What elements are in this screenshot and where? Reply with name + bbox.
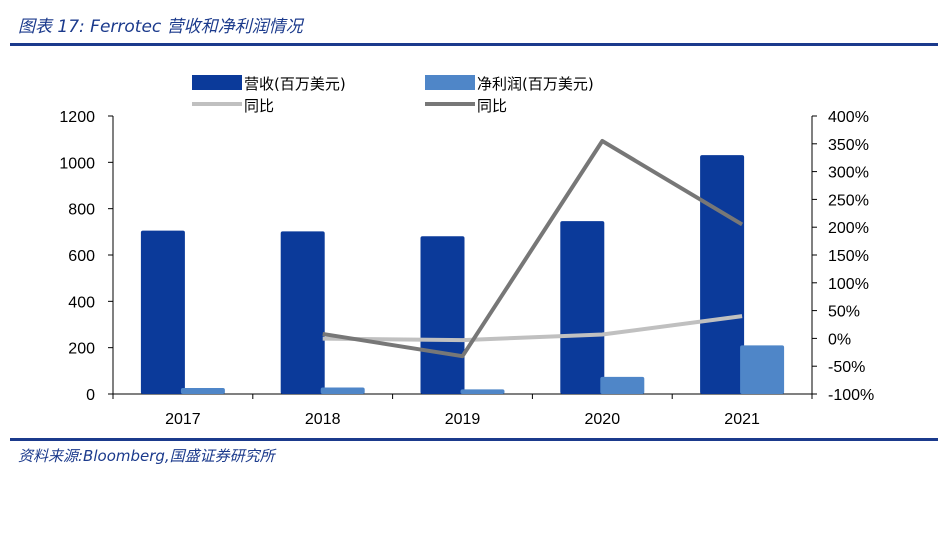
x-tick-label: 2018 [305, 411, 341, 428]
bar-net-profit [320, 387, 365, 394]
bar-net-profit [740, 345, 785, 394]
right-tick-label: 100% [828, 276, 869, 293]
left-tick-label: 200 [68, 341, 95, 358]
left-tick-label: 1000 [59, 155, 95, 172]
right-tick-label: 400% [828, 109, 869, 126]
legend-label: 同比 [244, 97, 274, 115]
bar-net-profit [460, 389, 505, 394]
legend-label: 净利润(百万美元) [477, 75, 594, 93]
source-divider [10, 438, 938, 441]
left-tick-label: 600 [68, 248, 95, 265]
bar-net-profit [600, 376, 645, 394]
x-tick-label: 2020 [585, 411, 621, 428]
right-tick-label: 50% [828, 304, 860, 321]
bar-revenue [280, 231, 325, 394]
bar-revenue [140, 230, 185, 394]
legend-swatch [425, 75, 475, 90]
left-tick-label: 400 [68, 294, 95, 311]
right-tick-label: -100% [828, 387, 874, 404]
bar-revenue [420, 236, 465, 394]
bar-revenue [560, 221, 605, 394]
left-tick-label: 1200 [59, 109, 95, 126]
right-tick-label: 150% [828, 248, 869, 265]
x-tick-label: 2019 [445, 411, 481, 428]
chart-title: 图表 17: Ferrotec 营收和净利润情况 [18, 17, 303, 37]
left-tick-label: 800 [68, 202, 95, 219]
x-tick-label: 2021 [724, 411, 760, 428]
line-yoy-light [322, 314, 743, 343]
bar-net-profit [180, 387, 225, 394]
right-tick-label: 250% [828, 192, 869, 209]
x-tick-label: 2017 [165, 411, 201, 428]
legend-swatch [192, 75, 242, 90]
right-tick-label: -50% [828, 359, 865, 376]
right-tick-label: 350% [828, 137, 869, 154]
title-divider [10, 43, 938, 46]
legend-label: 营收(百万美元) [244, 75, 346, 93]
left-tick-label: 0 [86, 387, 95, 404]
legend-label: 同比 [477, 97, 507, 115]
source-note: 资料来源:Bloomberg,国盛证券研究所 [18, 447, 275, 465]
right-tick-label: 200% [828, 220, 869, 237]
right-tick-label: 0% [828, 331, 851, 348]
right-tick-label: 300% [828, 165, 869, 182]
bar-revenue [700, 155, 745, 394]
line-yoy-dark [322, 139, 744, 359]
